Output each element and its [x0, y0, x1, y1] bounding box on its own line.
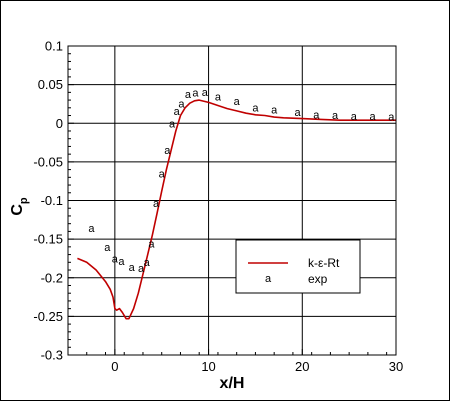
exp-point: a [159, 169, 166, 181]
exp-point: a [138, 263, 145, 275]
exp-point: a [271, 105, 278, 117]
y-tick-label: -0.2 [41, 270, 63, 285]
y-tick-label: 0 [56, 116, 63, 131]
exp-point: a [169, 119, 176, 131]
y-tick-label: -0.25 [33, 309, 63, 324]
exp-point: a [174, 106, 181, 118]
y-tick-label: -0.15 [33, 232, 63, 247]
legend: k-ε-Rt a exp [235, 239, 361, 294]
svg-text:Cp: Cp [9, 197, 30, 216]
y-tick-label: -0.1 [41, 193, 63, 208]
y-tick-label: -0.05 [33, 154, 63, 169]
x-tick-label: 20 [295, 359, 309, 374]
exp-point: a [104, 242, 111, 254]
legend-marker-swatch: a [265, 273, 272, 285]
exp-point: a [112, 254, 119, 266]
y-tick-label: 0.1 [45, 39, 63, 54]
exp-point: a [148, 238, 155, 250]
legend-box [235, 239, 361, 294]
exp-point: a [153, 198, 160, 210]
exp-point: a [215, 91, 222, 103]
legend-label-k-e-rt: k-ε-Rt [308, 256, 340, 270]
exp-point: a [118, 256, 125, 268]
exp-point: a [185, 89, 192, 101]
exp-point: a [234, 96, 241, 108]
exp-point: a [370, 111, 377, 123]
exp-point: a [351, 111, 358, 123]
y-axis-title: Cp [9, 197, 30, 216]
x-tick-label: 0 [111, 359, 118, 374]
exp-point: a [164, 145, 171, 157]
exp-point: a [202, 87, 209, 99]
exp-point: a [388, 112, 395, 124]
y-tick-label: -0.3 [41, 348, 63, 363]
legend-label-exp: exp [308, 272, 328, 286]
x-tick-label: 10 [201, 359, 215, 374]
y-tick-label: 0.05 [38, 77, 63, 92]
exp-point: a [144, 257, 151, 269]
x-axis-title: x/H [220, 375, 245, 392]
ticks: 0 10 20 30 -0.3 -0.25 -0.2 -0.15 -0.1 -0.05 0 0.05 0… [33, 39, 403, 375]
exp-point: a [88, 223, 95, 235]
exp-point: a [252, 102, 259, 114]
exp-point: a [295, 107, 302, 119]
exp-point: a [332, 110, 339, 122]
exp-point: a [178, 98, 185, 110]
x-tick-label: 30 [389, 359, 403, 374]
series-line-k-e-rt [77, 99, 396, 320]
exp-point: a [192, 88, 199, 100]
exp-point: a [129, 262, 136, 274]
exp-point: a [313, 109, 320, 121]
